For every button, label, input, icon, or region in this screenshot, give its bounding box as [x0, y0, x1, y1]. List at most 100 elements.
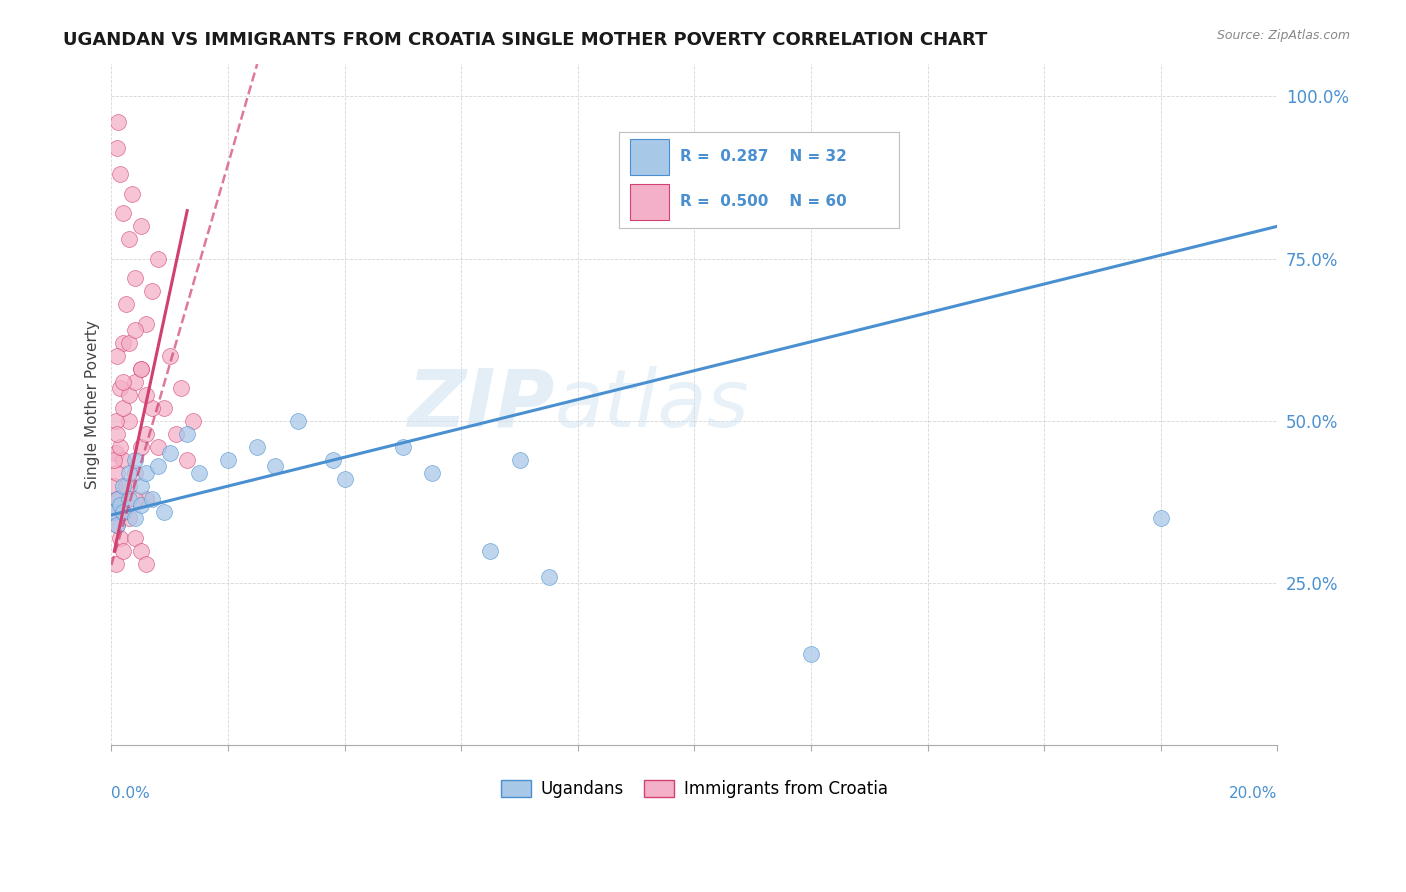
Legend: Ugandans, Immigrants from Croatia: Ugandans, Immigrants from Croatia [494, 773, 894, 805]
Point [246, 440, 269, 454]
Point [129, 543, 152, 558]
Point [135, 426, 157, 441]
Point [112, 206, 135, 220]
Point [322, 452, 344, 467]
Point [118, 466, 141, 480]
Y-axis label: Single Mother Poverty: Single Mother Poverty [86, 320, 100, 489]
Point [118, 491, 141, 506]
Point [153, 505, 176, 519]
Point [115, 479, 138, 493]
Point [146, 440, 169, 454]
Point [108, 498, 131, 512]
Point [108, 440, 131, 454]
Point [141, 401, 163, 415]
Point [112, 543, 135, 558]
Point [105, 491, 128, 506]
Point [107, 115, 129, 129]
Point [112, 336, 135, 351]
Point [135, 317, 157, 331]
Point [141, 284, 163, 298]
Point [112, 452, 135, 467]
Point [124, 375, 146, 389]
Point [105, 349, 128, 363]
Point [217, 452, 239, 467]
Point [105, 517, 128, 532]
Point [537, 569, 560, 583]
Point [135, 491, 157, 506]
Point [105, 426, 128, 441]
Point [112, 375, 135, 389]
Point [112, 401, 135, 415]
Point [105, 414, 128, 428]
Point [420, 466, 443, 480]
Point [103, 505, 125, 519]
Point [129, 219, 152, 234]
Point [105, 141, 128, 155]
Point [141, 491, 163, 506]
Point [176, 426, 198, 441]
Point [287, 414, 309, 428]
Point [135, 466, 157, 480]
Point [118, 479, 141, 493]
Point [129, 479, 152, 493]
Point [135, 557, 157, 571]
Point [124, 511, 146, 525]
Point [187, 466, 209, 480]
Point [118, 336, 141, 351]
Point [170, 381, 193, 395]
Point [392, 440, 415, 454]
Point [333, 472, 356, 486]
Point [509, 452, 531, 467]
Point [124, 531, 146, 545]
Point [124, 271, 146, 285]
Point [108, 167, 131, 181]
Point [159, 446, 181, 460]
Point [105, 557, 128, 571]
Text: 20.0%: 20.0% [1229, 786, 1278, 801]
Point [129, 498, 152, 512]
Point [112, 505, 135, 519]
Point [800, 648, 823, 662]
Point [101, 505, 124, 519]
Point [108, 531, 131, 545]
Point [112, 505, 135, 519]
Point [118, 414, 141, 428]
Point [129, 362, 152, 376]
Point [124, 466, 146, 480]
Point [153, 401, 176, 415]
Point [105, 466, 128, 480]
Text: Source: ZipAtlas.com: Source: ZipAtlas.com [1216, 29, 1350, 42]
Point [105, 446, 128, 460]
Text: 0.0%: 0.0% [111, 786, 150, 801]
Point [124, 491, 146, 506]
Point [129, 362, 152, 376]
Point [103, 479, 125, 493]
Point [112, 479, 135, 493]
Point [103, 452, 125, 467]
Point [146, 459, 169, 474]
Point [176, 452, 198, 467]
Point [121, 186, 143, 201]
Text: atlas: atlas [554, 366, 749, 443]
Text: ZIP: ZIP [408, 366, 554, 443]
Point [124, 452, 146, 467]
Point [146, 252, 169, 266]
Text: UGANDAN VS IMMIGRANTS FROM CROATIA SINGLE MOTHER POVERTY CORRELATION CHART: UGANDAN VS IMMIGRANTS FROM CROATIA SINGL… [63, 31, 987, 49]
Point [105, 517, 128, 532]
Point [129, 440, 152, 454]
Point [135, 388, 157, 402]
Point [108, 381, 131, 395]
Point [263, 459, 285, 474]
Point [479, 543, 502, 558]
Point [124, 323, 146, 337]
Point [1150, 511, 1173, 525]
Point [159, 349, 181, 363]
Point [181, 414, 204, 428]
Point [107, 491, 129, 506]
Point [105, 491, 128, 506]
Point [115, 297, 138, 311]
Point [118, 388, 141, 402]
Point [118, 511, 141, 525]
Point [165, 426, 187, 441]
Point [118, 232, 141, 246]
